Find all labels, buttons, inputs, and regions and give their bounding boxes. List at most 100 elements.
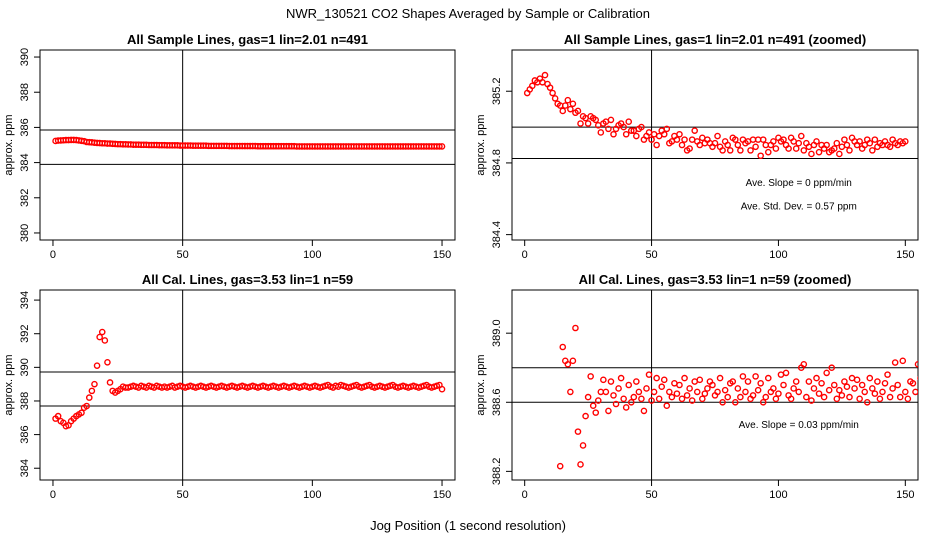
data-point [874,378,881,385]
data-point [747,147,754,154]
data-point [551,95,559,102]
data-point [863,398,871,406]
y-axis-label: approx. ppm [3,114,15,175]
data-point [764,374,772,382]
data-point [785,145,792,152]
data-point [757,152,764,160]
plot-frame [511,49,919,241]
data-point [658,383,666,391]
data-point [808,150,815,158]
y-tick-label: 388 [19,83,31,101]
data-point [896,393,904,401]
data-point [83,402,90,410]
y-tick-label: 385.2 [491,77,503,105]
data-point [914,360,918,368]
data-point [724,141,731,149]
data-point [655,395,663,403]
data-point [564,360,572,368]
data-point [549,89,556,97]
data-point [638,395,645,403]
panels-container: All Sample Lines, gas=1 lin=2.01 n=491 0 5… [3,32,919,501]
data-point [653,374,660,382]
y-tick-label: 388.6 [491,389,503,417]
data-point [856,395,863,403]
data-point [620,395,627,403]
data-point [602,388,610,396]
data-point [800,147,808,154]
x-tick-label: 150 [433,489,451,501]
data-point [648,136,655,143]
data-point [797,132,805,140]
data-point [795,388,803,396]
data-point [782,369,790,377]
data-point [650,388,658,396]
data-point [813,138,820,145]
data-point [686,145,693,152]
data-point [830,381,838,389]
x-tick-label: 150 [433,249,451,261]
data-point [574,428,582,435]
data-point [808,397,815,404]
data-point [101,337,109,344]
data-point [620,123,627,131]
data-point [645,371,653,378]
data-point [800,360,808,368]
y-tick-label: 386 [19,118,31,136]
data-point [607,116,615,124]
data-point [762,393,770,401]
data-point [569,357,577,365]
data-point [104,359,111,366]
data-point [98,328,106,336]
x-tick-label: 50 [645,489,657,501]
y-tick-label: 384.4 [491,221,503,249]
panel-3: All Cal. Lines, gas=3.53 lin=1 n=59 0 50 10… [3,272,456,501]
data-points [52,328,446,430]
figure-xlabel: Jog Position (1 second resolution) [370,518,566,533]
data-point [805,378,813,385]
x-tick-label: 100 [303,489,321,501]
data-point [660,376,668,384]
x-tick-label: 0 [50,249,56,261]
y-tick-label: 388 [19,392,31,410]
data-point [567,388,574,396]
data-point [438,143,446,150]
data-point [917,375,918,381]
data-point [607,378,615,385]
data-point [787,395,795,403]
data-point [792,378,800,385]
data-point [85,394,93,401]
data-point [909,379,917,387]
data-point [676,381,683,389]
y-tick-label: 392 [19,325,31,343]
x-tick-label: 50 [645,249,657,261]
x-tick-label: 100 [769,489,787,501]
data-point [711,139,719,147]
data-point [912,388,918,396]
figure-title: NWR_130521 CO2 Shapes Averaged by Sample… [286,6,650,21]
data-point [683,392,691,399]
data-point [843,383,851,391]
data-point [752,143,759,151]
x-tick-label: 0 [522,489,528,501]
data-point [820,393,828,401]
data-point [871,136,879,143]
x-tick-label: 50 [177,489,189,501]
data-point [597,129,605,136]
data-point [678,395,686,403]
data-point [823,141,830,149]
data-point [823,369,830,377]
annotation-text: Ave. Slope = 0 ppm/min [746,178,852,189]
y-tick-label: 390 [19,48,31,66]
data-point [729,378,737,385]
data-point [605,125,612,133]
data-point [630,393,638,401]
data-point [529,82,536,90]
data-point [681,136,688,143]
data-point [666,388,673,396]
annotation-text: Ave. Std. Dev. = 0.57 ppm [741,202,857,213]
data-point [438,385,446,393]
data-point [757,379,764,387]
data-point [780,381,787,389]
data-point [569,100,577,108]
